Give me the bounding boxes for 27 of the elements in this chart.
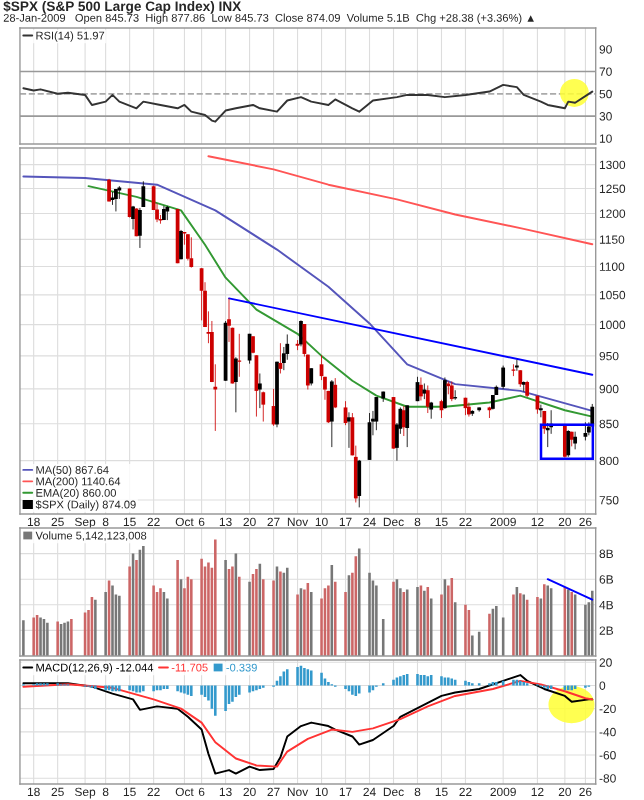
candlestick xyxy=(237,333,242,378)
candlestick xyxy=(261,391,266,422)
candlestick xyxy=(374,396,379,431)
candlestick xyxy=(538,404,543,418)
candlestick xyxy=(422,383,427,400)
candlestick xyxy=(189,236,194,269)
candlestick xyxy=(347,411,351,449)
candlestick xyxy=(405,404,410,448)
candlestick xyxy=(449,381,454,402)
candlestick xyxy=(127,188,132,218)
candlestick xyxy=(514,359,519,372)
candlestick xyxy=(117,185,122,200)
candlestick xyxy=(501,365,506,390)
candlestick xyxy=(186,233,190,261)
candlestick xyxy=(110,191,115,206)
candlestick xyxy=(299,319,303,347)
candlestick xyxy=(357,459,362,508)
candlestick xyxy=(446,381,451,395)
candlestick xyxy=(443,377,447,410)
candlestick xyxy=(233,356,238,413)
line-series xyxy=(207,155,594,246)
candlestick xyxy=(329,379,334,448)
candlestick xyxy=(257,373,262,409)
line-series xyxy=(22,175,594,412)
candlestick xyxy=(419,377,423,401)
candlestick xyxy=(425,385,430,414)
candlestick xyxy=(114,188,118,212)
